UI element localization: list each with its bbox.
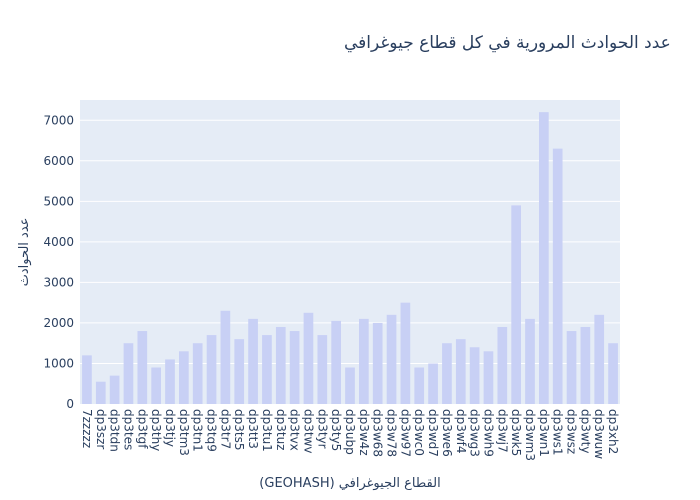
x-tick-label: dp3tq9 xyxy=(205,409,219,452)
bar-dp3tm3 xyxy=(179,351,189,404)
x-tick-label: dp3wj7 xyxy=(495,409,509,453)
bar-dp3w68 xyxy=(372,322,383,404)
x-tick-label: dp3tu1 xyxy=(260,409,274,452)
bar-dp3wty xyxy=(580,326,591,404)
x-tick-label: dp3tuz xyxy=(274,409,288,450)
bar-dp3tgf xyxy=(137,331,148,404)
x-tick-label: dp3wf4 xyxy=(454,409,468,454)
y-axis-title: عدد الحوادث xyxy=(17,218,32,287)
x-tick-label: dp3tr7 xyxy=(218,409,232,449)
x-tick-label: dp3wk5 xyxy=(509,409,523,456)
bar-dp3tq9 xyxy=(206,335,217,404)
bar-dp3tes xyxy=(123,343,134,404)
bar-dp3ts5 xyxy=(234,339,245,404)
x-tick-label: dp3twv xyxy=(301,409,315,454)
x-tick-label: dp3xh2 xyxy=(606,409,620,454)
bar-dp3wd7 xyxy=(428,363,438,404)
x-axis-title: القطاع الجيوغرافي (GEOHASH) xyxy=(259,476,440,491)
bar-dp3tuz xyxy=(275,326,286,404)
x-tick-label: dp3w4z xyxy=(357,409,371,456)
x-tick-label: dp3w97 xyxy=(398,409,412,457)
x-tick-label: dp3tvx xyxy=(288,409,302,451)
bar-dp3wj7 xyxy=(497,326,508,404)
bar-dp3ty5 xyxy=(331,320,341,404)
bar-dp3tn1 xyxy=(192,343,203,404)
y-tick-label: 6000 xyxy=(43,154,74,168)
bar-dp3w78 xyxy=(386,314,397,404)
bar-dp3thy xyxy=(151,367,161,404)
bar-dp3ws1 xyxy=(552,148,563,404)
y-tick-label: 4000 xyxy=(43,235,74,249)
y-tick-label: 5000 xyxy=(43,194,74,208)
bar-dp3wsz xyxy=(566,331,577,404)
y-tick-label: 3000 xyxy=(43,275,74,289)
x-tick-label: dp3ts5 xyxy=(232,409,246,450)
x-tick-label: dp3tes xyxy=(121,409,135,450)
bar-dp3tr7 xyxy=(220,310,231,404)
x-tick-label: dp3we6 xyxy=(440,409,454,457)
x-tick-label: dp3tyr xyxy=(315,409,329,449)
bar-dp3szr xyxy=(95,381,106,404)
bar-dp3wk5 xyxy=(511,205,521,404)
x-tick-label: dp3w78 xyxy=(385,409,399,457)
x-tick-label: dp3wc0 xyxy=(412,409,426,456)
y-tick-label: 0 xyxy=(66,397,74,411)
bar-dp3tvx xyxy=(289,331,300,404)
bar-dp3xh2 xyxy=(608,343,618,404)
bars xyxy=(82,112,618,404)
y-tick-label: 7000 xyxy=(43,113,74,127)
bar-dp3w4z xyxy=(359,318,369,404)
bar-dp3wm3 xyxy=(525,318,535,404)
bar-7zzzzz xyxy=(82,355,92,404)
x-tick-label: dp3wh9 xyxy=(481,409,495,457)
x-tick-label: 7zzzzz xyxy=(80,409,94,448)
x-tick-label: dp3wm3 xyxy=(523,409,537,461)
x-tick-label: dp3wd7 xyxy=(426,409,440,457)
x-tick-label: dp3tgf xyxy=(135,409,149,449)
bar-dp3tjy xyxy=(165,359,175,404)
y-tick-label: 2000 xyxy=(43,316,74,330)
y-tick-label: 1000 xyxy=(43,356,74,370)
x-tick-label: dp3tt3 xyxy=(246,409,260,449)
x-tick-label: dp3wg3 xyxy=(468,409,482,457)
x-tick-label: dp3wty xyxy=(578,409,592,454)
x-tick-label: dp3wuw xyxy=(592,409,606,459)
x-tick-label: dp3tjy xyxy=(163,409,177,447)
bar-dp3wg3 xyxy=(469,347,480,404)
bar-dp3tu1 xyxy=(262,335,272,404)
x-tick-label: dp3szr xyxy=(94,409,108,449)
x-tick-label: dp3w68 xyxy=(371,409,385,457)
bar-dp3wn1 xyxy=(539,112,549,404)
bar-dp3w97 xyxy=(400,302,411,404)
x-tick-label: dp3thy xyxy=(149,409,163,451)
chart-title: عدد الحوادث المرورية في كل قطاع جيوغرافي xyxy=(344,33,671,53)
bar-dp3ubp xyxy=(345,367,355,404)
bar-dp3wh9 xyxy=(483,351,494,404)
x-tick-label: dp3ubp xyxy=(343,409,357,455)
bar-dp3we6 xyxy=(442,343,452,404)
bar-dp3wf4 xyxy=(455,339,466,404)
x-tick-label: dp3ws1 xyxy=(551,409,565,456)
x-tick-label: dp3wsz xyxy=(565,409,579,454)
bar-dp3tdn xyxy=(109,375,120,404)
x-tick-label: dp3wn1 xyxy=(537,409,551,457)
x-tick-label: dp3ty5 xyxy=(329,409,343,451)
bar-dp3tyr xyxy=(317,335,328,404)
bar-dp3wc0 xyxy=(414,367,425,404)
bar-dp3wuw xyxy=(594,314,605,404)
x-tick-label: dp3tdn xyxy=(108,409,122,452)
x-tick-label: dp3tm3 xyxy=(177,409,191,456)
x-axis-ticks: 7zzzzz dp3szr dp3tdn dp3tes dp3tgf dp3thy dp3t… xyxy=(80,409,620,461)
x-tick-label: dp3tn1 xyxy=(191,409,205,452)
bar-dp3tt3 xyxy=(248,318,258,404)
y-axis-ticks: 0 1000 2000 3000 4000 5000 6000 7000 xyxy=(43,113,74,411)
bar-dp3twv xyxy=(303,312,314,404)
